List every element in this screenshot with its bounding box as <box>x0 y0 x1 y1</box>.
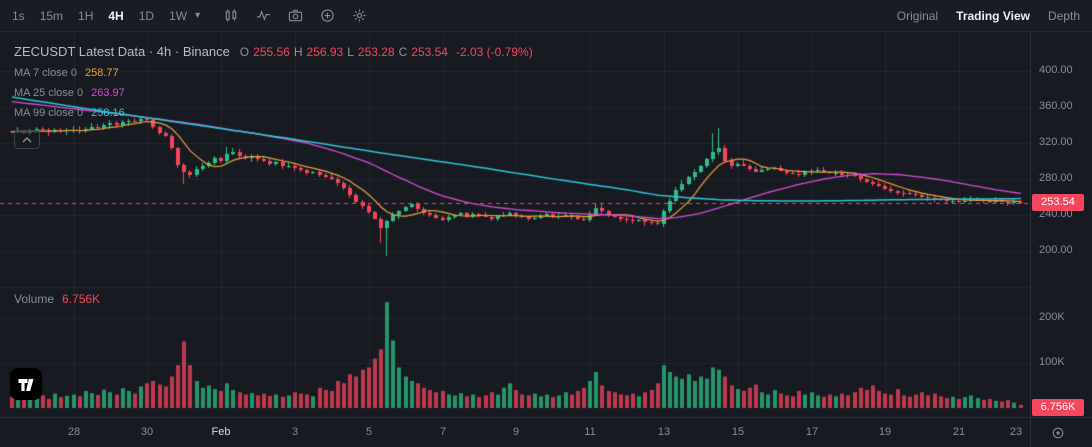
price-tick: 240.00 <box>1039 208 1073 220</box>
interval-15m[interactable]: 15m <box>39 8 64 23</box>
camera-icon[interactable] <box>288 8 303 23</box>
time-tick-5: 5 <box>365 426 373 438</box>
chart-style-icon[interactable] <box>224 8 239 23</box>
interval-dropdown-caret-icon[interactable]: ▾ <box>195 10 201 21</box>
price-tick: 360.00 <box>1039 100 1073 112</box>
interval-1s[interactable]: 1s <box>12 8 25 23</box>
volume-label: Volume <box>14 292 55 306</box>
chart-area: ZECUSDT Latest Data · 4h · Binance O 255.… <box>0 32 1030 417</box>
volume-value: 6.756K <box>62 292 101 306</box>
view-tab-original[interactable]: Original <box>896 8 939 23</box>
price-tick: 400.00 <box>1039 64 1073 76</box>
interval-1D[interactable]: 1D <box>138 8 155 23</box>
indicators-icon[interactable] <box>256 8 271 23</box>
axis-corner <box>1030 417 1092 447</box>
scale-reset-icon[interactable] <box>1051 426 1065 440</box>
time-tick-19: 19 <box>878 426 892 438</box>
time-tick-3: 3 <box>291 426 299 438</box>
time-tick-11: 11 <box>584 426 596 438</box>
collapse-legend-button[interactable] <box>14 130 40 149</box>
time-tick-21: 21 <box>952 426 966 438</box>
price-tick: 320.00 <box>1039 136 1073 148</box>
toolbar-icons <box>224 8 367 23</box>
price-tick: 200.00 <box>1039 244 1073 256</box>
time-tick-Feb: Feb <box>211 426 231 438</box>
interval-4H[interactable]: 4H <box>108 8 124 23</box>
interval-1H[interactable]: 1H <box>78 8 94 23</box>
time-tick-13: 13 <box>657 426 671 438</box>
time-tick-7: 7 <box>439 426 447 438</box>
tradingview-logo[interactable] <box>10 368 42 400</box>
time-axis[interactable]: 28 30 Feb 3 5 7 9 11 13 15 17 19 21 23 <box>0 417 1030 447</box>
time-tick-30: 30 <box>140 426 154 438</box>
last-volume-badge: 6.756K <box>1032 399 1084 416</box>
chart-settings-icon[interactable] <box>352 8 367 23</box>
price-chart-canvas[interactable] <box>0 32 1030 417</box>
time-tick-28: 28 <box>67 426 81 438</box>
time-tick-17: 17 <box>805 426 819 438</box>
interval-1W[interactable]: 1W <box>169 8 188 23</box>
view-mode-tabs: Original Trading View Depth <box>897 9 1080 23</box>
add-indicator-icon[interactable] <box>320 8 335 23</box>
view-tab-depth[interactable]: Depth <box>1047 8 1080 23</box>
time-tick-9: 9 <box>512 426 520 438</box>
chevron-up-icon <box>21 136 33 144</box>
volume-tick: 100K <box>1039 356 1065 368</box>
time-tick-15: 15 <box>731 426 745 438</box>
time-tick-23: 23 <box>1009 426 1023 438</box>
chart-toolbar: 1s 15m 1H 4H 1D 1W ▾ Original Trading View Dept… <box>0 0 1092 32</box>
volume-tick: 200K <box>1039 311 1065 323</box>
price-tick: 280.00 <box>1039 172 1073 184</box>
price-axis[interactable]: 400.00 360.00 320.00 280.00 240.00 200.00 200… <box>1030 32 1092 417</box>
last-price-badge: 253.54 <box>1032 193 1084 211</box>
view-tab-trading-view[interactable]: Trading View <box>956 8 1030 23</box>
interval-selector: 1s 15m 1H 4H 1D 1W <box>12 9 187 23</box>
volume-legend: Volume 6.756K <box>14 292 100 306</box>
